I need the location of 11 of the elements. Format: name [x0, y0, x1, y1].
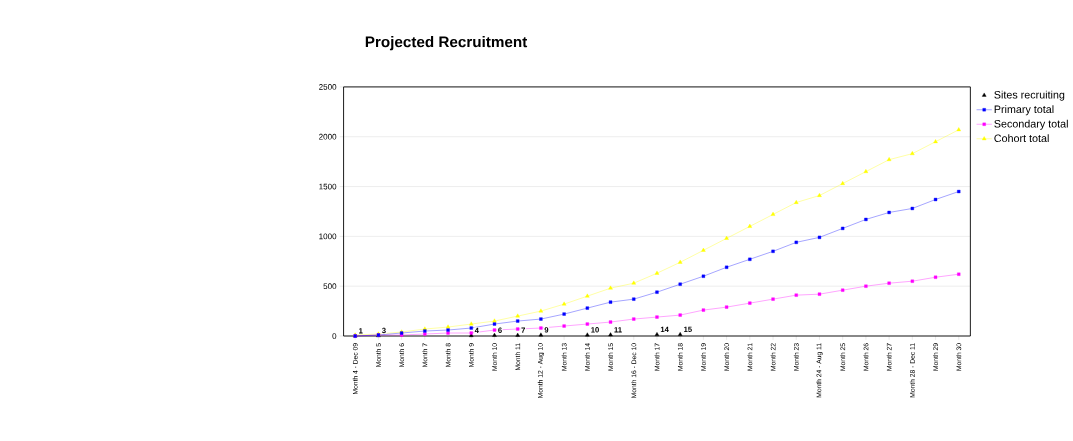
y-tick-label: 1000 — [319, 233, 337, 240]
legend-label: Sites recruiting — [994, 90, 1065, 101]
y-tick-label: 0 — [332, 333, 337, 340]
y-tick-label: 2500 — [319, 84, 337, 90]
y-tick-label: 1500 — [319, 183, 337, 190]
y-tick-label: 500 — [323, 283, 337, 290]
y-tick-label: 2000 — [319, 134, 337, 140]
legend-label: Secondary total — [994, 119, 1068, 130]
legend-label: Primary total — [994, 105, 1054, 116]
legend-label: Cohort total — [994, 134, 1049, 143]
chart-title: Projected Recruitment — [365, 36, 528, 51]
